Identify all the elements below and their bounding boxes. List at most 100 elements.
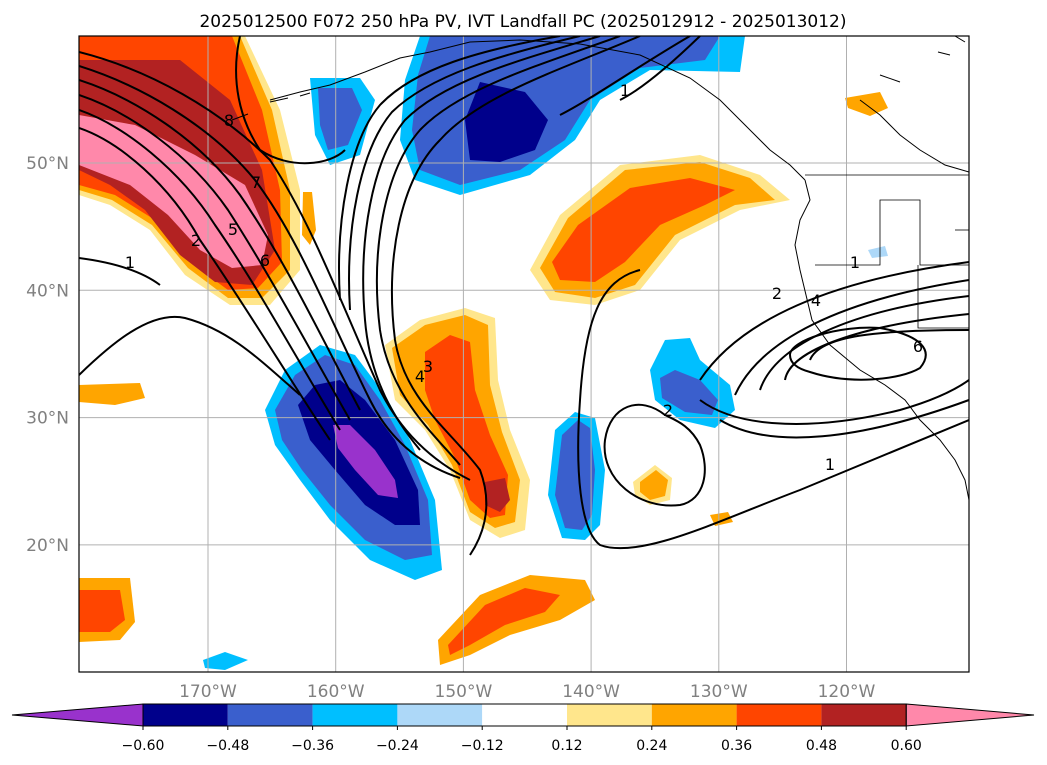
contour-central-1 <box>391 36 641 556</box>
shade-neg-west-tiny <box>868 246 888 258</box>
coastline-alaska-arc <box>879 36 966 83</box>
coastline-aleutians <box>231 92 311 121</box>
contour-central-2 <box>375 36 621 466</box>
colorbar-tick-label: −0.24 <box>376 738 419 754</box>
contour-cal-5 <box>809 329 969 361</box>
gridlines <box>79 36 969 672</box>
border-states-1 <box>815 199 969 266</box>
longitude-label: 170°W <box>179 682 237 702</box>
contour-central-6 <box>559 36 701 116</box>
border-states-2 <box>917 265 969 329</box>
contour-label: 1 <box>125 253 135 272</box>
political-borders <box>805 174 969 329</box>
colorbar-segment <box>143 704 228 726</box>
shade-neg-east-2 <box>660 370 718 415</box>
shade-pos-mid-3 <box>552 178 735 282</box>
contour-label: 1 <box>825 455 835 474</box>
latitude-label: 30°N <box>26 409 69 429</box>
longitude-label: 160°W <box>307 682 365 702</box>
latitude-label: 20°N <box>26 536 69 556</box>
latitude-label: 40°N <box>26 281 69 301</box>
shade-pos-small-3 <box>845 92 888 116</box>
contour-label: 4 <box>415 367 425 386</box>
contour-east-outer <box>577 269 969 550</box>
colorbar-segment <box>651 704 737 726</box>
contour-top-arc <box>235 36 346 165</box>
map-frame <box>78 35 970 673</box>
coastline-alaska <box>269 39 806 181</box>
contour-east-loop <box>603 403 706 507</box>
colorbar: −0.60 −0.48 −0.36 −0.24 −0.12 0.12 0.24 0.36 0.4… <box>11 703 1035 754</box>
colorbar-tick-label: −0.12 <box>461 738 504 754</box>
shade-neg-south-small <box>203 652 248 670</box>
contour-label: 6 <box>913 337 923 356</box>
contour-west-3 <box>79 79 361 411</box>
contour-label: 5 <box>228 220 238 239</box>
shade-pos-swcorner-2 <box>79 590 125 632</box>
shade-pos-small-1b <box>640 470 668 500</box>
contour-west-2 <box>79 65 461 479</box>
shade-neg-sw-4 <box>333 425 398 498</box>
contour-label: 3 <box>423 357 433 376</box>
contour-cal-2 <box>734 279 969 396</box>
contour-west-1 <box>79 51 471 481</box>
contour-low-ring <box>79 315 301 396</box>
contour-central-3 <box>362 36 601 451</box>
coastlines <box>231 36 969 501</box>
ivt-contours <box>79 36 969 556</box>
coastline-east-inland <box>859 99 969 173</box>
map-title: 2025012500 F072 250 hPa PV, IVT Landfall… <box>199 12 846 32</box>
contour-label: 1 <box>620 81 630 100</box>
latitude-label: 50°N <box>26 154 69 174</box>
longitude-label: 120°W <box>818 682 876 702</box>
coastline-bc <box>794 179 969 501</box>
shade-pos-south-2 <box>448 588 560 655</box>
colorbar-tick-label: 0.24 <box>636 738 667 754</box>
contour-label: 2 <box>772 284 782 303</box>
contour-central-5 <box>338 36 561 301</box>
contour-west-5 <box>79 109 341 431</box>
colorbar-frame <box>142 703 907 727</box>
contour-label: 4 <box>811 291 821 310</box>
contour-label: 8 <box>224 111 234 130</box>
colorbar-extend-max <box>905 703 1035 727</box>
latitude-labels: 50°N 40°N 30°N 20°N <box>26 154 69 556</box>
contour-label: 2 <box>191 231 201 250</box>
longitude-label: 130°W <box>690 682 748 702</box>
contour-cal-6 <box>789 326 927 381</box>
longitude-label: 140°W <box>562 682 620 702</box>
contour-label: 2 <box>663 401 673 420</box>
longitude-labels: 170°W 160°W 150°W 140°W 130°W 120°W <box>179 682 875 702</box>
shade-neg-small-nw-2 <box>318 88 362 150</box>
colorbar-extend-min <box>11 703 144 727</box>
colorbar-segment <box>482 704 567 726</box>
colorbar-segment <box>227 704 313 726</box>
colorbar-segment <box>312 704 398 726</box>
colorbar-tick-label: −0.48 <box>206 738 249 754</box>
colorbar-tick-label: 0.36 <box>721 738 752 754</box>
contour-cal-3 <box>759 295 969 391</box>
colorbar-segment <box>397 704 483 726</box>
shade-pos-center-3 <box>425 335 508 518</box>
shade-neg-north-3 <box>465 82 548 162</box>
shade-neg-narrow-2 <box>555 420 595 530</box>
shaded-field <box>79 36 888 670</box>
contour-label: 6 <box>260 251 270 270</box>
shade-pos-center-4 <box>485 478 510 512</box>
contour-west-6 <box>79 127 331 441</box>
colorbar-tick-label: 0.60 <box>891 738 922 754</box>
contour-cal-1 <box>699 261 969 381</box>
contour-west-1b <box>79 257 161 286</box>
contour-label: 7 <box>251 173 261 192</box>
contour-label: 1 <box>850 253 860 272</box>
colorbar-tick-label: 0.48 <box>806 738 837 754</box>
colorbar-tick-label: −0.36 <box>291 738 334 754</box>
colorbar-segment <box>567 704 652 726</box>
contour-central-4 <box>348 36 581 311</box>
colorbar-segment <box>821 704 907 726</box>
shade-pos-streak <box>302 192 316 245</box>
contour-cal-7 <box>699 379 969 425</box>
